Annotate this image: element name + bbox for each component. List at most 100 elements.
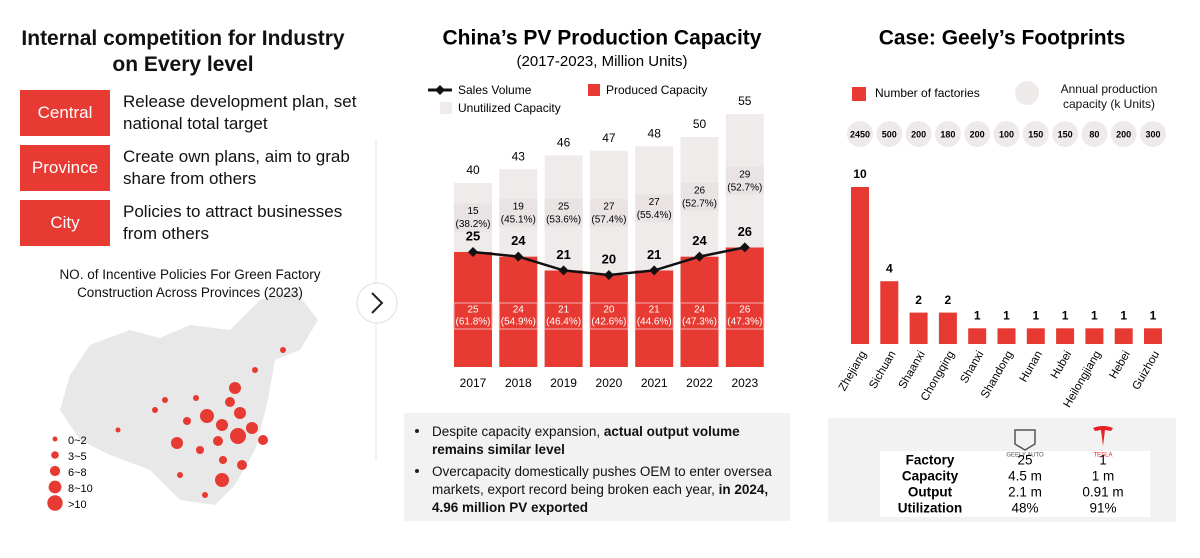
share-label: (54.9%) (501, 317, 536, 328)
bullet (415, 469, 419, 473)
legend-dot (52, 436, 58, 442)
china-map (60, 290, 318, 505)
capacity-circle (993, 121, 1020, 147)
level-box: Central (20, 90, 110, 136)
capacity-circle (1140, 121, 1166, 147)
label-box (453, 302, 493, 330)
value-label: 27 (603, 202, 615, 213)
table-cell: 4.5 m (1008, 469, 1042, 484)
table-cell: 2.1 m (1008, 485, 1042, 500)
share-label: (47.3%) (727, 317, 762, 328)
value-label: 24 (513, 305, 525, 316)
map-title: NO. of Incentive Policies For Green Fact… (59, 267, 321, 300)
capacity-label: 180 (940, 129, 955, 139)
table-row-label: Capacity (902, 469, 959, 484)
share-label: (52.7%) (727, 182, 762, 193)
bar (1114, 328, 1133, 344)
total-label: 46 (557, 136, 571, 150)
table-cell: 0.91 m (1082, 485, 1123, 500)
value-label: 25 (467, 305, 479, 316)
x-tick-label: Hubei (1049, 349, 1074, 381)
legend-swatch (440, 102, 452, 114)
share-label: (55.4%) (637, 210, 672, 221)
x-tick-label: Shaanxi (897, 349, 928, 391)
x-tick-label: Hunan (1018, 349, 1045, 384)
value-label: 21 (649, 305, 661, 316)
x-tick-label: 2018 (505, 376, 532, 390)
share-label: (53.6%) (546, 215, 581, 226)
sales-marker (649, 265, 660, 276)
capacity-label: 500 (882, 129, 897, 139)
share-label: (45.1%) (501, 215, 536, 226)
map-dots (115, 347, 286, 498)
total-label: 50 (693, 117, 707, 131)
value-label: 20 (603, 305, 615, 316)
capacity-circle (847, 121, 873, 147)
sales-marker (603, 270, 614, 280)
table-cell: 1 m (1092, 469, 1115, 484)
legend-label: Annual production capacity (k Units) (1060, 82, 1158, 111)
capacity-circle (1052, 121, 1079, 147)
bar (968, 328, 987, 344)
bar (680, 256, 719, 367)
share-label: (57.4%) (591, 215, 626, 226)
capacity-label: 80 (1089, 129, 1099, 139)
x-tick-label: 2023 (731, 376, 758, 390)
total-label: 40 (466, 163, 480, 177)
value-label: 1 (1120, 308, 1127, 322)
legend-label: Produced Capacity (606, 83, 707, 97)
legend-swatch (852, 87, 866, 101)
capacity-circle (964, 121, 991, 147)
label-box (725, 302, 765, 330)
value-label: 1 (1150, 308, 1157, 322)
table-row-label: Utilization (898, 501, 963, 516)
bar (1085, 328, 1104, 344)
legend-label: Number of factories (875, 86, 980, 100)
sales-label: 24 (511, 233, 526, 248)
sales-label: 25 (466, 228, 480, 243)
value-label: 1 (1032, 308, 1039, 322)
sales-marker (513, 251, 524, 262)
capacity-label: 200 (970, 129, 985, 139)
value-label: 26 (739, 305, 751, 316)
label-box (680, 182, 719, 211)
tesla-logo (1093, 426, 1113, 446)
capacity-label: 300 (1145, 129, 1160, 139)
value-label: 27 (649, 197, 661, 208)
value-label: 21 (558, 305, 570, 316)
share-label: (52.7%) (682, 198, 717, 209)
value-label: 10 (853, 167, 867, 181)
x-tick-label: 2017 (460, 376, 487, 390)
capacity-label: 150 (1058, 129, 1073, 139)
table-cell: 48% (1011, 501, 1038, 516)
share-label: (61.8%) (455, 317, 490, 328)
legend-diamond (435, 85, 445, 95)
capacity-circle (1022, 121, 1049, 147)
capacity-circle (905, 121, 932, 147)
capacity-label: 2450 (850, 129, 870, 139)
share-label: (38.2%) (455, 219, 490, 230)
next-arrow[interactable] (356, 282, 398, 324)
label-box (725, 166, 764, 195)
value-label: 2 (915, 293, 922, 307)
value-label: 4 (886, 261, 893, 275)
bar (1056, 328, 1075, 344)
value-label: 1 (1091, 308, 1098, 322)
x-tick-label: Sichuan (867, 349, 898, 391)
capacity-label: 200 (1116, 129, 1131, 139)
sales-label: 21 (556, 247, 570, 262)
label-box (498, 302, 538, 330)
legend-swatch (588, 84, 600, 96)
x-tick-label: 2021 (641, 376, 668, 390)
bar (454, 252, 492, 367)
share-label: (46.4%) (546, 317, 581, 328)
x-tick-label: 2020 (596, 376, 623, 390)
chart-title: Case: Geely’s Footprints (879, 27, 1126, 50)
x-tick-label: Zhejiang (837, 349, 869, 393)
legend-label: 3~5 (68, 451, 87, 463)
panel-title: Internal competition for Industry on Eve… (21, 27, 345, 76)
legend-label: Sales Volume (458, 83, 532, 97)
note-part: actual output volume remains similar lev… (432, 424, 740, 457)
label-box (499, 198, 538, 227)
